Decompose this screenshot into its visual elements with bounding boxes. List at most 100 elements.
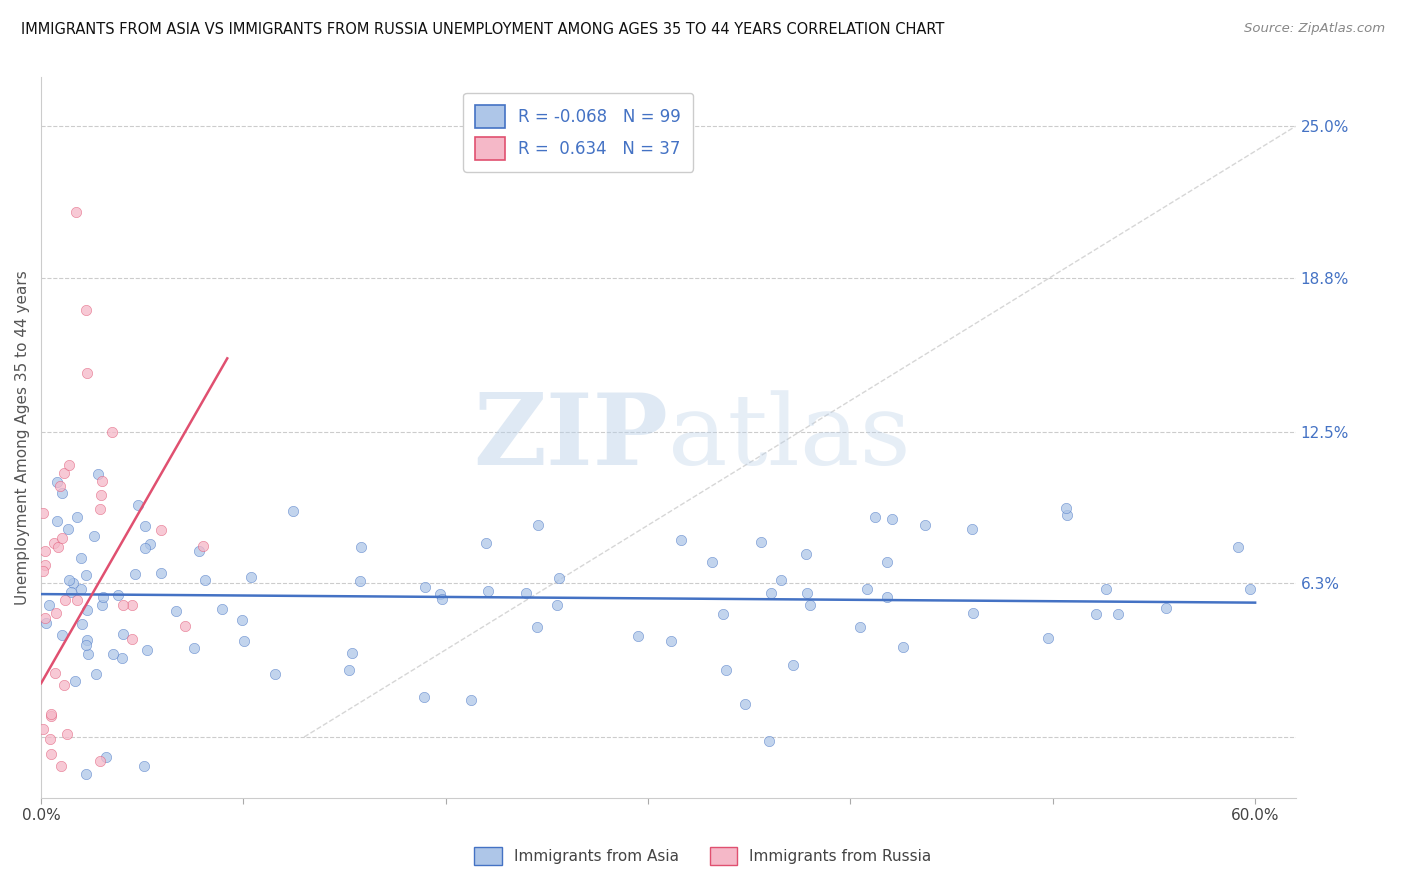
Point [66, 592, 89, 607]
Point [759, 586, 782, 600]
Point [149, 566, 172, 581]
Point [69, 550, 91, 565]
Point [46, 475, 69, 490]
Point [1054, 500, 1077, 515]
Y-axis label: Unemployment Among Ages 35 to 44 years: Unemployment Among Ages 35 to 44 years [15, 270, 30, 605]
Point [548, 571, 571, 585]
Point [121, 598, 143, 612]
Point [91, 598, 114, 612]
Point [90, 488, 112, 502]
Point [1036, 632, 1059, 646]
Point [38, 598, 60, 612]
Point [76, 632, 98, 647]
Point [39, 707, 62, 722]
Point [70, 582, 93, 596]
Point [477, 584, 499, 599]
Point [51, 759, 73, 773]
Point [89, 502, 111, 516]
Point [863, 509, 886, 524]
Point [546, 598, 568, 612]
Point [1084, 607, 1107, 622]
Point [124, 567, 146, 582]
Point [855, 582, 877, 596]
Point [76, 647, 98, 661]
Point [75, 639, 97, 653]
Point [349, 574, 371, 588]
Point [52, 678, 75, 692]
Point [1239, 582, 1261, 596]
Point [233, 634, 256, 648]
Point [76, 367, 98, 381]
Point [211, 601, 233, 615]
Point [51, 531, 73, 545]
Point [796, 585, 818, 599]
Point [34, 543, 56, 558]
Point [51, 485, 73, 500]
Point [135, 643, 157, 657]
Point [711, 607, 734, 622]
Point [914, 517, 936, 532]
Point [49, 479, 72, 493]
Text: IMMIGRANTS FROM ASIA VS IMMIGRANTS FROM RUSSIA UNEMPLOYMENT AMONG AGES 35 TO 44 : IMMIGRANTS FROM ASIA VS IMMIGRANTS FROM … [21, 22, 945, 37]
Point [283, 503, 305, 517]
Point [60, 585, 83, 599]
Point [127, 498, 149, 512]
Point [188, 544, 211, 558]
Text: atlas: atlas [668, 390, 911, 485]
Point [62, 575, 84, 590]
Point [84, 666, 107, 681]
Point [194, 574, 217, 588]
Point [75, 568, 97, 582]
Legend: Immigrants from Asia, Immigrants from Russia: Immigrants from Asia, Immigrants from Ru… [468, 841, 938, 871]
Point [749, 534, 772, 549]
Point [58, 458, 80, 472]
Point [111, 626, 134, 640]
Point [150, 524, 173, 538]
Point [880, 512, 903, 526]
Point [75, 302, 97, 317]
Point [460, 693, 482, 707]
Point [65, 204, 87, 219]
Point [350, 541, 373, 555]
Point [53, 593, 76, 607]
Point [876, 591, 898, 605]
Point [70, 617, 93, 632]
Point [83, 529, 105, 543]
Point [794, 547, 817, 561]
Text: Source: ZipAtlas.com: Source: ZipAtlas.com [1244, 22, 1385, 36]
Point [75, 766, 97, 780]
Point [32, 723, 55, 737]
Point [111, 651, 134, 665]
Point [231, 613, 253, 627]
Point [58, 522, 80, 536]
Point [91, 591, 114, 605]
Point [94, 749, 117, 764]
Point [1056, 508, 1078, 522]
Point [112, 599, 135, 613]
Point [475, 535, 498, 549]
Point [89, 755, 111, 769]
Point [659, 633, 682, 648]
Point [193, 539, 215, 553]
Point [1226, 540, 1249, 554]
Point [134, 519, 156, 533]
Point [962, 606, 984, 620]
Point [714, 664, 737, 678]
Point [32, 564, 55, 578]
Point [38, 732, 60, 747]
Point [849, 620, 872, 634]
Point [107, 588, 129, 602]
Point [44, 666, 66, 681]
Point [782, 657, 804, 672]
Point [45, 607, 67, 621]
Point [39, 709, 62, 723]
Text: ZIP: ZIP [474, 389, 668, 486]
Point [39, 747, 62, 761]
Point [138, 537, 160, 551]
Point [876, 555, 898, 569]
Point [263, 666, 285, 681]
Point [34, 558, 56, 572]
Point [121, 632, 143, 646]
Point [32, 506, 55, 520]
Point [183, 641, 205, 656]
